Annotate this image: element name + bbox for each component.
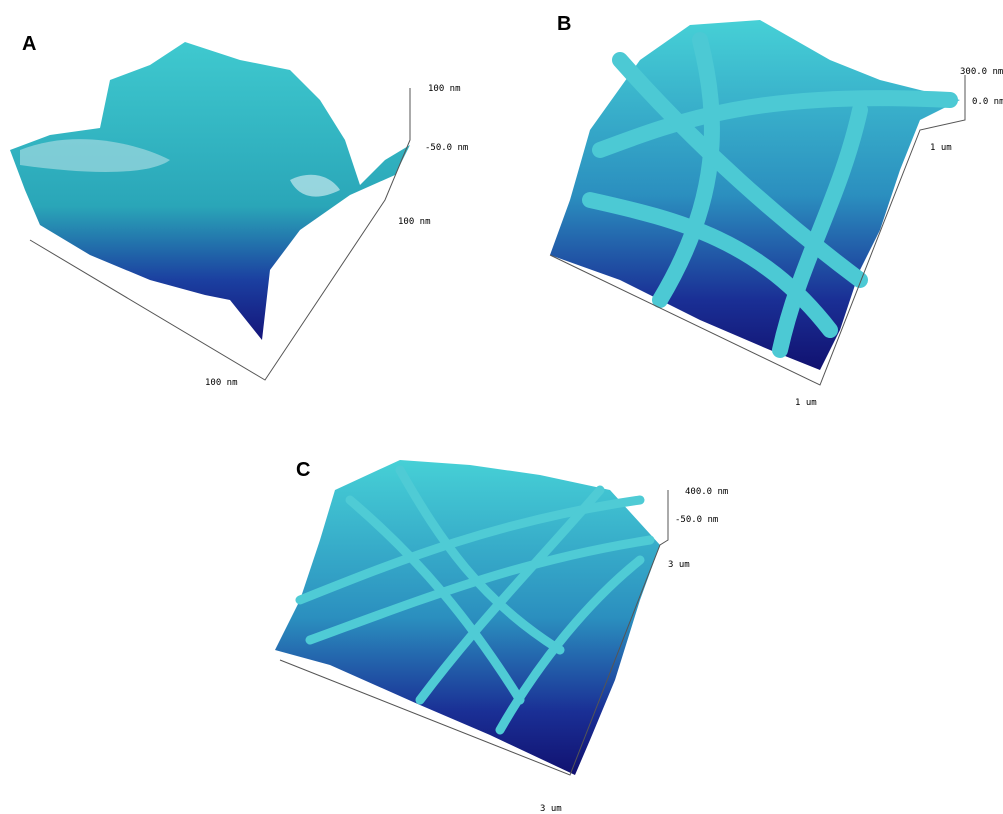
z-top-label: 400.0 nm xyxy=(685,487,728,497)
panel-label: A xyxy=(22,33,36,55)
panel-label: B xyxy=(557,13,571,35)
z-bottom-label: -50.0 nm xyxy=(675,515,718,525)
figure: A 100 nm -50.0 nm 100 nm 100 nm B 300.0 … xyxy=(0,0,1003,814)
x-axis-label: 3 um xyxy=(540,804,562,814)
y-axis-label: 1 um xyxy=(930,143,952,153)
panel-b: B 300.0 nm 0.0 nm 1 um 1 um xyxy=(550,13,1003,408)
z-bottom-label: 0.0 nm xyxy=(972,97,1003,107)
panel-a: A 100 nm -50.0 nm 100 nm 100 nm xyxy=(10,33,468,388)
panel-c: C 400.0 nm -50.0 nm 3 um 3 um xyxy=(275,459,728,814)
z-bottom-label: -50.0 nm xyxy=(425,143,468,153)
z-top-label: 300.0 nm xyxy=(960,67,1003,77)
z-top-label: 100 nm xyxy=(428,84,461,94)
afm-surface xyxy=(10,42,410,340)
y-axis-label: 100 nm xyxy=(398,217,431,227)
x-axis-label: 100 nm xyxy=(205,378,238,388)
panel-label: C xyxy=(296,459,310,481)
x-axis-label: 1 um xyxy=(795,398,817,408)
y-axis-label: 3 um xyxy=(668,560,690,570)
